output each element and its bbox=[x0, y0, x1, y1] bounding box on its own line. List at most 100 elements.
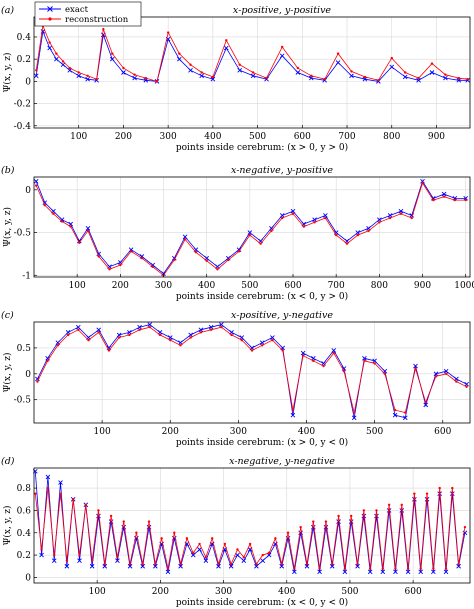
data-point-exact bbox=[443, 368, 449, 374]
data-point-reconstruction bbox=[350, 514, 353, 518]
data-point-reconstruction bbox=[323, 77, 326, 81]
x-axis-label: points inside cerebrum: (x < 0, y > 0) bbox=[176, 291, 348, 302]
data-point-reconstruction bbox=[237, 250, 241, 253]
data-point-reconstruction bbox=[34, 492, 37, 495]
data-point-reconstruction bbox=[312, 359, 315, 363]
data-point-reconstruction bbox=[400, 503, 403, 507]
data-point-reconstruction bbox=[119, 263, 122, 267]
data-point-reconstruction bbox=[78, 241, 81, 245]
x-tick-label: 100 bbox=[70, 132, 87, 142]
data-point-exact bbox=[190, 552, 196, 558]
data-point-exact bbox=[165, 569, 171, 575]
data-point-exact bbox=[398, 208, 404, 214]
x-tick-label: 1000 bbox=[454, 281, 474, 291]
x-tick-label: 100 bbox=[94, 427, 111, 437]
data-point-reconstruction bbox=[68, 66, 71, 70]
data-point-exact bbox=[199, 73, 205, 79]
data-point-exact bbox=[39, 552, 44, 558]
data-point-exact bbox=[77, 558, 82, 563]
y-axis-label: Ψ(x, y, z) bbox=[2, 505, 13, 545]
data-point-reconstruction bbox=[417, 76, 420, 80]
legend-box bbox=[34, 1, 142, 27]
data-point-reconstruction bbox=[117, 336, 121, 339]
data-point-reconstruction bbox=[53, 553, 56, 557]
x-axis-label: points inside cerebrum: (x > 0, y < 0) bbox=[176, 437, 348, 448]
data-point-reconstruction bbox=[271, 338, 274, 342]
y-axis-label: Ψ(x, y, z) bbox=[2, 52, 13, 92]
data-point-reconstruction bbox=[199, 331, 203, 334]
data-point-reconstruction bbox=[375, 509, 378, 512]
x-tick-label: 100 bbox=[89, 587, 106, 597]
data-point-exact bbox=[96, 327, 102, 333]
x-tick-label: 600 bbox=[294, 132, 311, 142]
panel-letter: (a) bbox=[1, 5, 14, 16]
data-point-reconstruction bbox=[261, 553, 264, 557]
data-point-reconstruction bbox=[280, 562, 283, 566]
data-point-reconstruction bbox=[362, 509, 366, 512]
data-point-reconstruction bbox=[97, 509, 100, 512]
data-point-reconstruction bbox=[465, 385, 468, 388]
data-point-reconstruction bbox=[280, 45, 284, 49]
data-point-exact bbox=[203, 558, 209, 563]
data-point-reconstruction bbox=[185, 537, 189, 540]
data-point-reconstruction bbox=[55, 52, 58, 55]
y-tick-label: 0.5 bbox=[17, 344, 32, 354]
data-point-reconstruction bbox=[403, 71, 407, 74]
data-point-reconstruction bbox=[166, 567, 170, 570]
y-tick-label: 0 bbox=[25, 370, 31, 380]
data-point-exact bbox=[377, 217, 382, 223]
data-point-reconstruction bbox=[128, 562, 132, 566]
data-point-reconstruction bbox=[102, 28, 105, 31]
data-point-reconstruction bbox=[169, 338, 172, 342]
data-point-reconstruction bbox=[406, 567, 410, 570]
y-axis-label: Ψ(x, y, z) bbox=[2, 207, 13, 247]
data-point-exact bbox=[45, 355, 50, 361]
data-point-reconstruction bbox=[455, 380, 458, 383]
x-tick-label: 900 bbox=[428, 132, 445, 142]
data-point-exact bbox=[389, 64, 395, 70]
y-tick-label: 0 bbox=[25, 573, 31, 583]
plot-frame bbox=[33, 467, 471, 584]
data-point-reconstruction bbox=[312, 520, 315, 523]
data-point-exact bbox=[188, 332, 194, 338]
data-point-exact bbox=[58, 480, 63, 485]
series-line-exact bbox=[35, 180, 466, 275]
data-point-exact bbox=[342, 569, 348, 575]
data-point-reconstruction bbox=[363, 75, 367, 79]
data-point-reconstruction bbox=[135, 531, 138, 534]
data-point-exact bbox=[270, 335, 275, 340]
data-point-reconstruction bbox=[451, 486, 454, 490]
data-point-exact bbox=[362, 76, 368, 82]
data-point-reconstruction bbox=[356, 562, 359, 566]
data-point-exact bbox=[443, 569, 449, 575]
data-point-exact bbox=[59, 217, 65, 223]
data-point-exact bbox=[464, 381, 469, 387]
data-point-exact bbox=[250, 73, 256, 79]
x-tick-label: 100 bbox=[69, 281, 86, 291]
data-point-reconstruction bbox=[59, 492, 62, 495]
data-point-exact bbox=[423, 402, 429, 408]
data-point-exact bbox=[47, 45, 52, 51]
data-point-exact bbox=[236, 247, 242, 252]
data-point-exact bbox=[355, 230, 361, 235]
data-point-reconstruction bbox=[107, 349, 111, 352]
data-point-reconstruction bbox=[183, 238, 187, 241]
data-point-reconstruction bbox=[103, 562, 106, 566]
legend-marker-dot bbox=[48, 17, 52, 21]
data-point-exact bbox=[413, 363, 418, 369]
x-tick-label: 400 bbox=[298, 427, 315, 437]
data-point-reconstruction bbox=[356, 233, 359, 237]
data-point-reconstruction bbox=[220, 325, 223, 329]
data-point-reconstruction bbox=[43, 204, 46, 207]
panel-title: x-negative, y-negative bbox=[229, 456, 335, 467]
data-point-reconstruction bbox=[324, 216, 327, 220]
data-point-reconstruction bbox=[350, 70, 353, 73]
panel-letter: (d) bbox=[1, 456, 15, 467]
data-point-exact bbox=[341, 366, 347, 371]
data-point-exact bbox=[241, 558, 247, 563]
data-point-exact bbox=[96, 513, 101, 519]
data-point-exact bbox=[85, 225, 91, 231]
data-point-reconstruction bbox=[65, 559, 69, 562]
